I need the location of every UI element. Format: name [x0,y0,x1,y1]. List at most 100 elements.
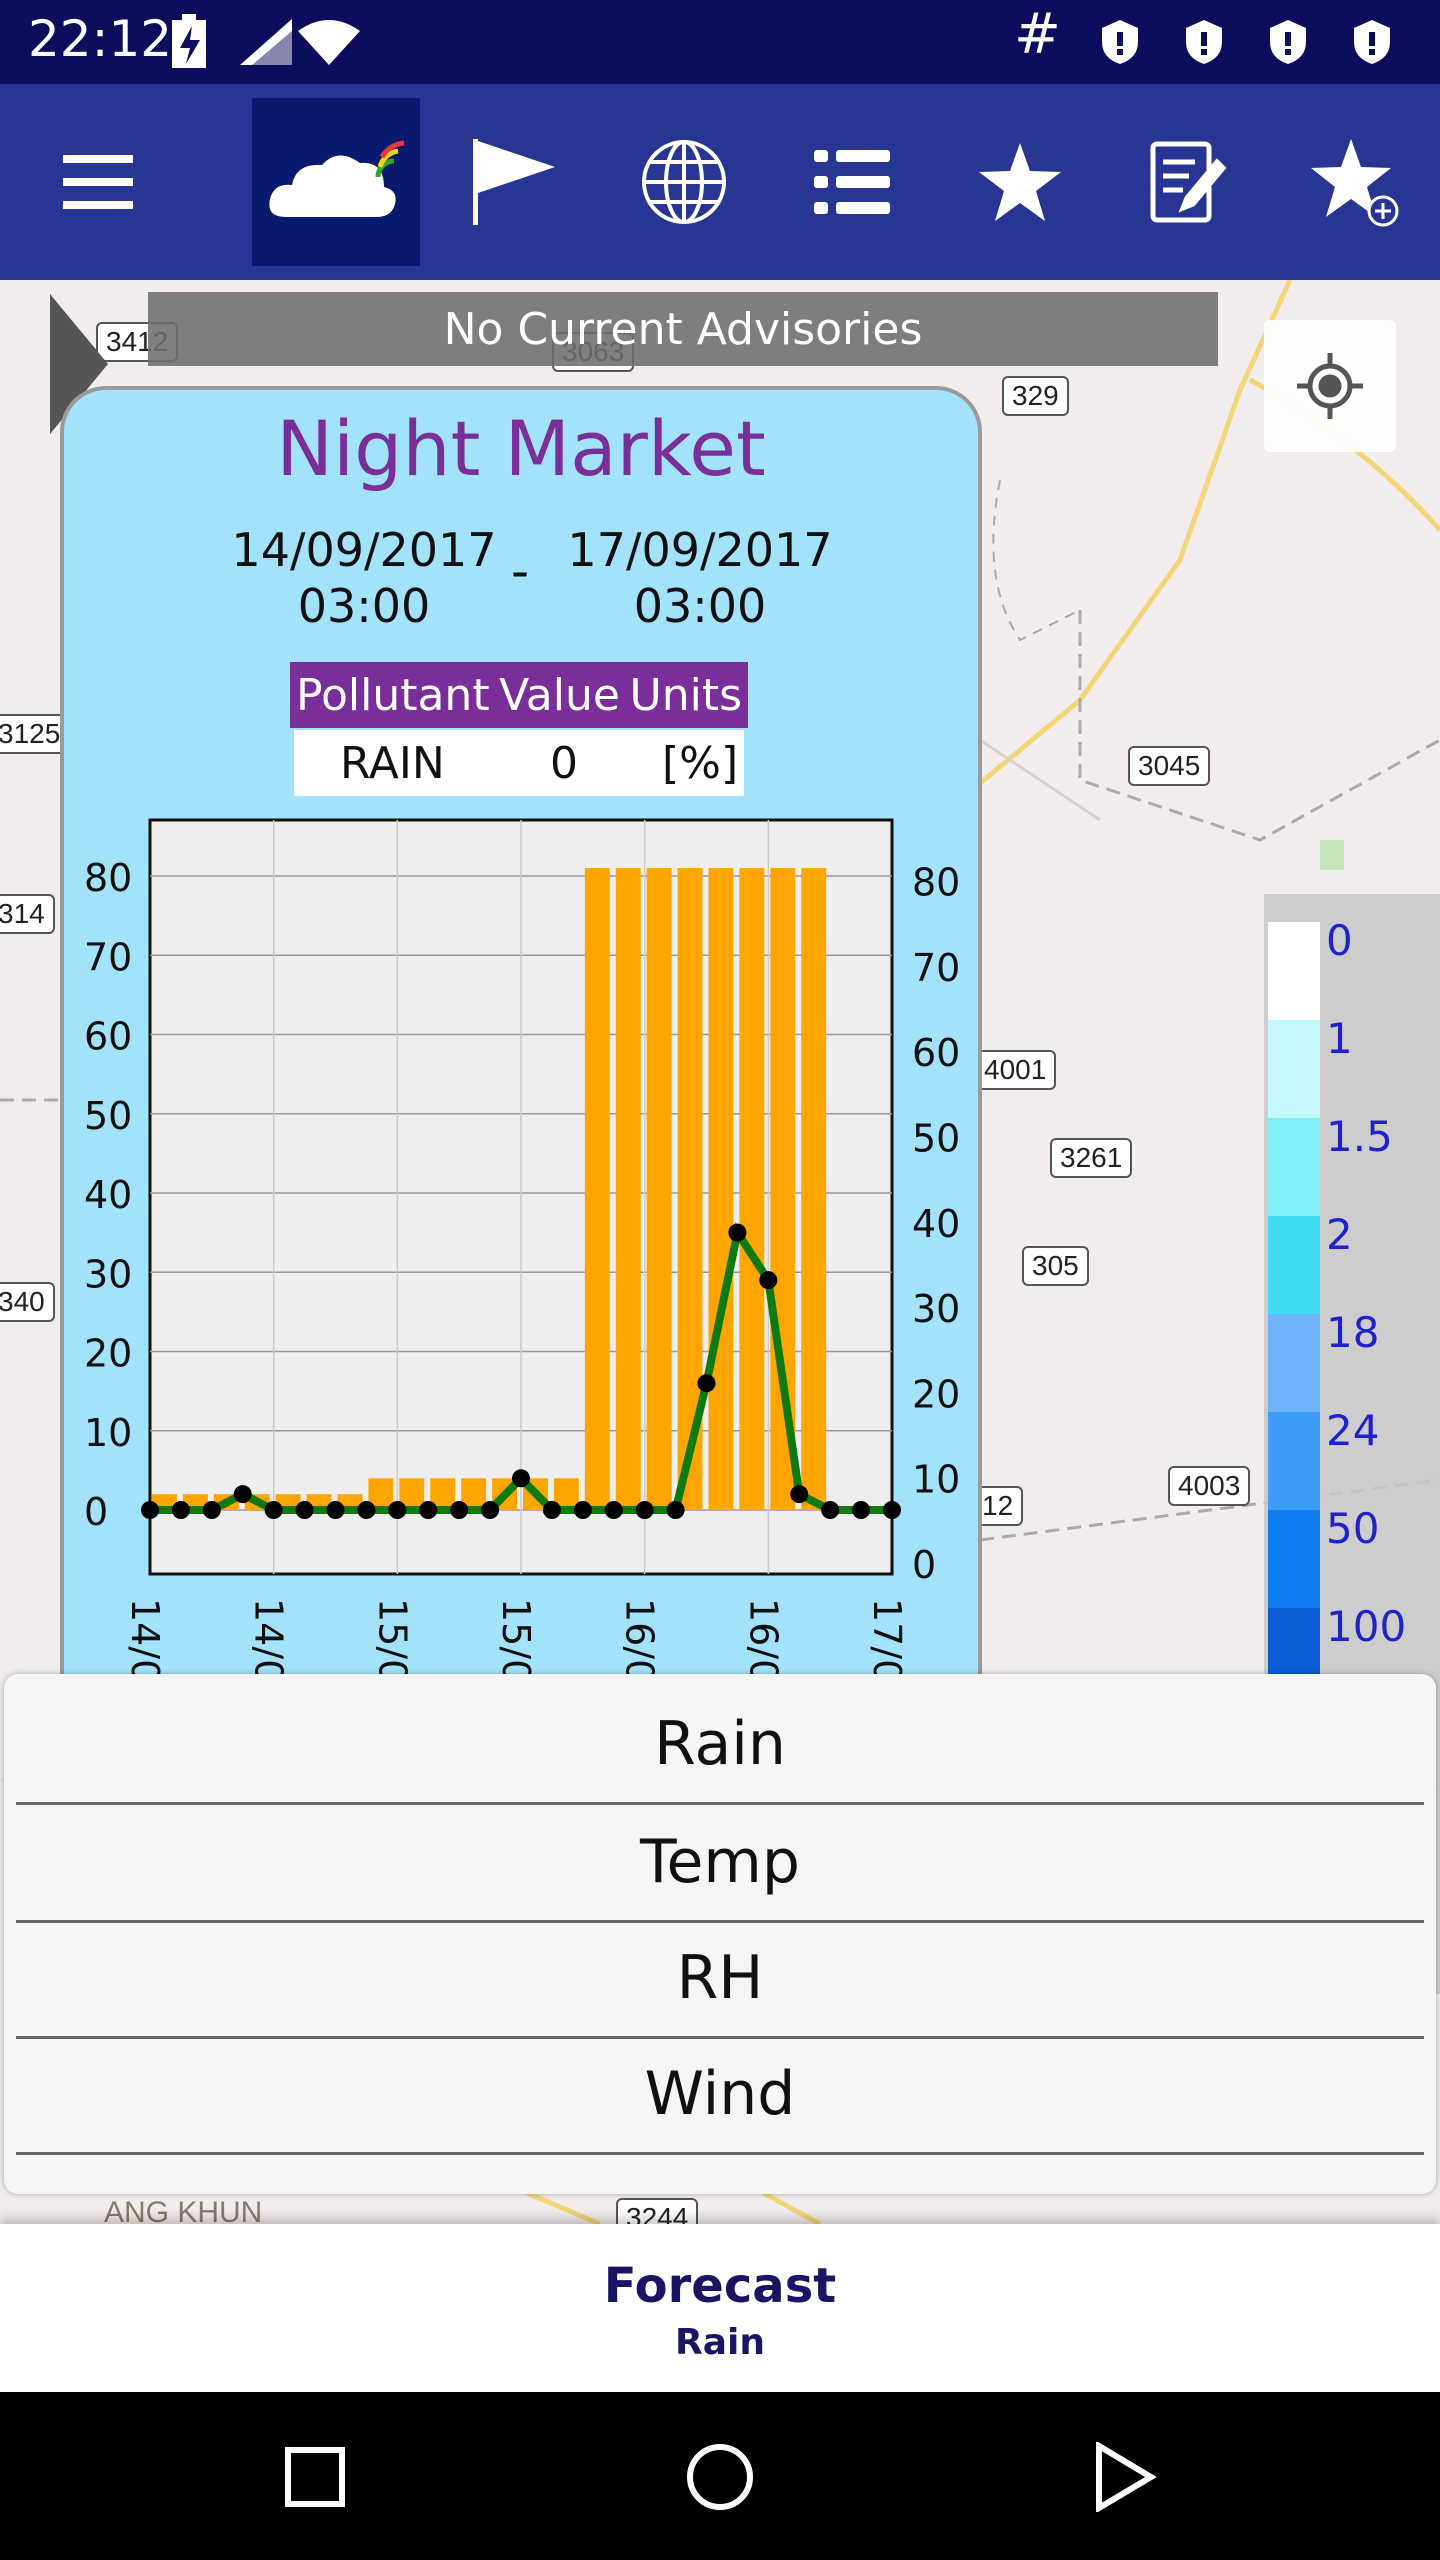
right-tick-label: 30 [912,1287,960,1331]
rain-chart: 0 10 20 30 40 50 60 70 80 0 10 20 30 40 50 60 70 80 14/0 14… [84,818,960,1683]
chart-bar [584,868,610,1510]
legend-swatch [1268,1216,1320,1314]
pollutant-table-row: RAIN 0 [%] [294,730,744,796]
left-tick-label: 60 [84,1015,132,1059]
home-circle-icon[interactable] [665,2422,775,2532]
shield-icon [1268,14,1308,70]
x-tick-label: 15/0 [370,1598,414,1683]
left-tick-label: 80 [84,856,132,900]
right-tick-label: 0 [912,1543,936,1587]
wifi-icon [296,14,362,70]
left-tick-label: 10 [84,1411,132,1455]
x-tick-label: 15/0 [494,1598,538,1683]
left-tick-label: 70 [84,935,132,979]
road-label: 4003 [1168,1466,1251,1506]
chart-point [852,1501,871,1519]
list-icon[interactable] [768,98,936,266]
chart-point [604,1501,623,1519]
weather-app-icon[interactable] [252,98,420,266]
road-label: 3045 [1128,746,1211,786]
option-rain[interactable]: Rain [16,1686,1424,1805]
location-popup[interactable]: Night Market 14/09/2017 03:00 - 17/09/20… [60,386,982,1724]
recents-square-icon[interactable] [260,2422,370,2532]
status-bar: 22:12 # [0,0,1440,84]
right-tick-label: 40 [912,1202,960,1246]
cell-value: 0 [550,738,578,789]
legend-label: 100 [1326,1602,1407,1651]
forecast-title: Forecast [603,2258,837,2314]
forecast-bar[interactable]: Forecast Rain [0,2224,1440,2392]
chart-point [419,1501,438,1519]
status-time: 22:12 [28,10,173,68]
star-icon[interactable] [936,98,1104,266]
chart-point [264,1501,283,1519]
option-rh[interactable]: RH [16,1920,1424,2039]
chart-bar [615,868,641,1510]
header-pollutant: Pollutant [296,669,490,721]
legend-swatch [1268,1314,1320,1412]
battery-charging-icon [170,14,210,70]
left-tick-label: 0 [84,1490,108,1534]
left-tick-label: 50 [84,1094,132,1138]
start-time-value: 03:00 [297,579,431,633]
left-tick-label: 30 [84,1252,132,1296]
chart-point [295,1501,314,1519]
option-temp[interactable]: Temp [16,1804,1424,1923]
chart-bar [646,868,672,1510]
chart-bar [708,868,734,1510]
header-units: Units [629,669,743,721]
shield-icon [1100,14,1140,70]
pollutant-table-header: Pollutant Value Units [290,662,748,728]
globe-icon[interactable] [600,98,768,266]
start-date-value: 14/09/2017 [231,523,497,577]
advisory-banner[interactable]: No Current Advisories [148,292,1218,366]
road-label: 329 [1002,376,1069,416]
chart-point [326,1501,345,1519]
right-tick-label: 50 [912,1117,960,1161]
flag-icon[interactable] [430,98,598,266]
road-label: 3261 [1050,1138,1133,1178]
x-tick-label: 14/0 [247,1598,291,1683]
legend-label: 24 [1326,1406,1380,1455]
right-tick-label: 20 [912,1372,960,1416]
chart-bar [801,868,827,1510]
right-tick-label: 70 [912,946,960,990]
header-value: Value [499,669,620,721]
chart-point [171,1501,190,1519]
menu-icon[interactable] [14,98,182,266]
chart-point [141,1501,159,1519]
chart-point [233,1485,252,1504]
right-tick-label: 10 [912,1458,960,1502]
cell-pollutant: RAIN [340,738,445,789]
shield-icon [1352,14,1392,70]
right-tick-label: 60 [912,1031,960,1075]
x-tick-label: 14/0 [123,1598,167,1683]
cell-units: [%] [662,738,739,789]
place-label: ANG KHUN [104,2196,263,2224]
road-label: 12 [972,1486,1024,1526]
crosshair-icon [1297,353,1363,419]
edit-note-icon[interactable] [1104,98,1272,266]
back-triangle-icon[interactable] [1070,2422,1180,2532]
end-date-value: 17/09/2017 [567,523,833,577]
chart-point [759,1271,778,1290]
chart-point [883,1501,901,1519]
x-tick-label: 16/0 [741,1598,785,1683]
chart-point [481,1501,500,1519]
road-label: 3125 [0,714,71,754]
system-nav-bar [0,2392,1440,2560]
app-toolbar [0,84,1440,280]
chart-point [512,1469,530,1488]
road-label: 314 [0,894,55,934]
option-wind[interactable]: Wind [16,2036,1424,2155]
legend-label: 2 [1326,1210,1353,1259]
my-location-button[interactable] [1264,320,1396,452]
start-date: 14/09/2017 03:00 [214,522,514,634]
road-label: 4001 [974,1050,1057,1090]
chart-point [635,1501,654,1519]
end-date: 17/09/2017 03:00 [550,522,850,634]
star-add-icon[interactable] [1272,98,1440,266]
hashtag-icon: # [1014,1,1061,67]
chart-point [697,1374,716,1393]
shield-icon [1184,14,1224,70]
